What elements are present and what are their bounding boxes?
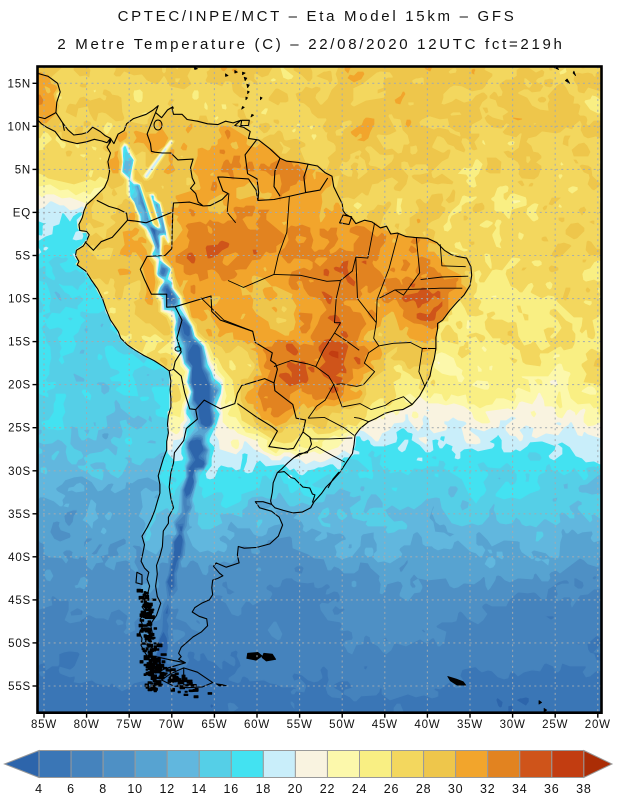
svg-text:4: 4	[35, 782, 43, 796]
svg-text:18: 18	[256, 782, 272, 796]
svg-text:50W: 50W	[329, 719, 355, 731]
svg-text:45W: 45W	[372, 719, 398, 731]
svg-text:40W: 40W	[414, 719, 440, 731]
svg-text:20W: 20W	[585, 719, 611, 731]
svg-text:80W: 80W	[74, 719, 100, 731]
svg-text:35S: 35S	[8, 509, 31, 521]
svg-text:6: 6	[67, 782, 75, 796]
svg-text:30W: 30W	[500, 719, 526, 731]
svg-text:65W: 65W	[201, 719, 227, 731]
svg-text:2 Metre Temperature (C) – 22/0: 2 Metre Temperature (C) – 22/08/2020 12U…	[57, 36, 564, 53]
svg-text:10S: 10S	[8, 294, 31, 306]
svg-text:50S: 50S	[8, 638, 31, 650]
svg-text:35W: 35W	[457, 719, 483, 731]
svg-text:30S: 30S	[8, 466, 31, 478]
svg-text:EQ: EQ	[13, 207, 31, 219]
svg-text:25S: 25S	[8, 423, 31, 435]
svg-text:24: 24	[352, 782, 368, 796]
svg-text:32: 32	[480, 782, 496, 796]
svg-text:60W: 60W	[244, 719, 270, 731]
svg-text:20S: 20S	[8, 380, 31, 392]
svg-text:26: 26	[384, 782, 400, 796]
svg-text:70W: 70W	[159, 719, 185, 731]
svg-text:8: 8	[99, 782, 107, 796]
svg-text:55S: 55S	[8, 681, 31, 693]
svg-text:14: 14	[191, 782, 207, 796]
svg-text:5N: 5N	[15, 164, 31, 176]
svg-text:10N: 10N	[8, 121, 32, 133]
svg-text:12: 12	[159, 782, 175, 796]
svg-text:85W: 85W	[31, 719, 57, 731]
svg-text:20: 20	[288, 782, 304, 796]
svg-text:5S: 5S	[15, 251, 31, 263]
svg-text:28: 28	[416, 782, 432, 796]
svg-text:15S: 15S	[8, 337, 31, 349]
svg-text:10: 10	[127, 782, 143, 796]
svg-text:16: 16	[224, 782, 240, 796]
svg-text:CPTEC/INPE/MCT – Eta Model 15: CPTEC/INPE/MCT – Eta Model 15km – GFS	[118, 8, 517, 25]
svg-text:55W: 55W	[287, 719, 313, 731]
svg-text:15N: 15N	[8, 78, 32, 90]
svg-text:40S: 40S	[8, 552, 31, 564]
svg-text:38: 38	[576, 782, 592, 796]
svg-text:75W: 75W	[116, 719, 142, 731]
svg-text:25W: 25W	[542, 719, 568, 731]
svg-text:45S: 45S	[8, 595, 31, 607]
svg-text:22: 22	[320, 782, 336, 796]
svg-text:30: 30	[448, 782, 464, 796]
svg-text:36: 36	[544, 782, 560, 796]
svg-text:34: 34	[512, 782, 528, 796]
